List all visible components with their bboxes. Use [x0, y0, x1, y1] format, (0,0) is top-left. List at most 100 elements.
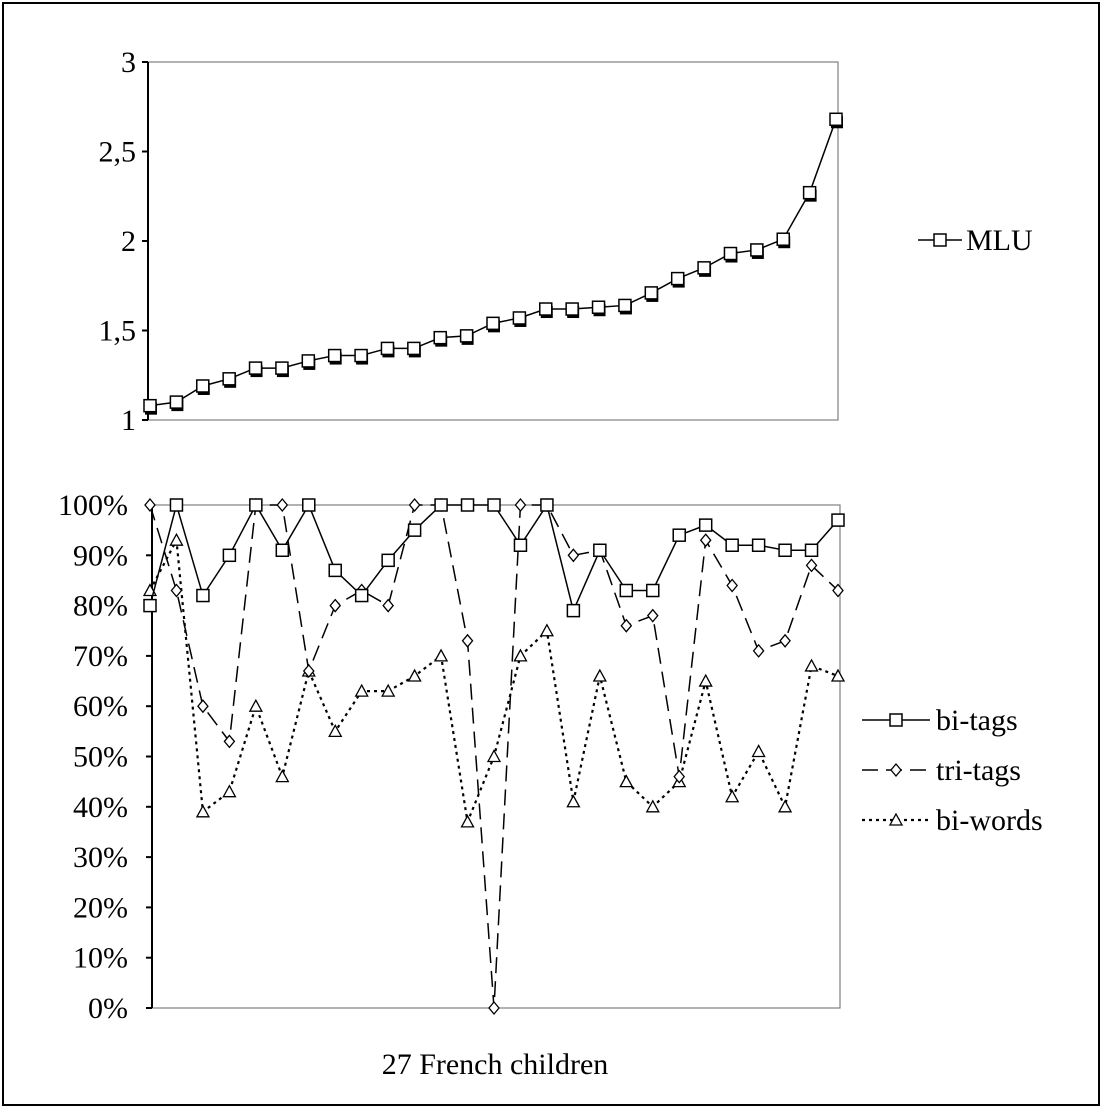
bi-words-data-point	[169, 532, 184, 546]
bi-words-data-point	[354, 683, 369, 697]
tri-tags-data-point	[805, 558, 818, 573]
bi-words-data-point	[725, 789, 740, 803]
tri-tags-data-point	[567, 548, 580, 563]
mlu-data-point	[723, 246, 738, 261]
mlu-data-point	[829, 112, 843, 127]
bi-tags-data-point	[354, 588, 369, 603]
ngram-legend: bi-tags tri-tags bi-words	[862, 704, 1043, 837]
ngram-y-tick-label: 40%	[73, 791, 128, 824]
tri-tags-data-point	[144, 497, 156, 513]
mlu-y-tick-label: 1	[121, 404, 136, 437]
bi-words-data-point	[619, 774, 634, 788]
ngram-y-tick-label: 80%	[73, 590, 128, 623]
mlu-data-point	[196, 379, 210, 393]
bi-words-data-point	[195, 804, 211, 818]
mlu-data-point	[169, 395, 184, 409]
mlu-y-tick-label: 2,5	[99, 136, 137, 169]
mlu-data-point	[327, 348, 342, 363]
mlu-legend-label: MLU	[966, 224, 1033, 257]
bi-tags-data-point	[725, 538, 739, 552]
mlu-data-point	[407, 341, 421, 356]
mlu-series	[143, 112, 843, 415]
bi-tags-data-point	[672, 528, 686, 542]
bi-tags-data-point	[381, 553, 395, 568]
ngram-y-tick-label: 90%	[73, 539, 128, 572]
mlu-chart: 1 1,5 2 2,5 3 MLU	[99, 46, 1034, 437]
mlu-data-point	[750, 243, 764, 257]
mlu-data-point	[697, 261, 711, 275]
bi-words-data-point	[222, 784, 237, 798]
bi-tags-data-point	[751, 538, 766, 552]
mlu-data-point	[354, 348, 368, 363]
ngram-y-tick-label: 60%	[73, 690, 128, 723]
bi-words-data-point	[486, 749, 502, 763]
bi-words-data-point	[751, 744, 766, 758]
bi-words-legend-marker	[888, 812, 904, 826]
ngram-y-tick-label: 70%	[73, 640, 128, 673]
bi-words-data-point	[645, 799, 660, 813]
tri-tags-data-point	[673, 769, 686, 784]
mlu-data-point	[565, 302, 579, 316]
tri-tags-data-point	[832, 583, 844, 598]
tri-tags-data-point	[408, 497, 421, 513]
mlu-legend-marker	[933, 233, 947, 247]
bi-words-data-point	[433, 648, 449, 662]
mlu-data-point	[459, 329, 474, 343]
tri-tags-legend-marker	[890, 762, 902, 778]
bi-tags-data-point	[222, 548, 237, 563]
tri-tags-data-point	[197, 699, 209, 714]
mlu-data-point	[539, 302, 553, 316]
mlu-data-point	[433, 330, 447, 345]
bi-tags-data-point	[698, 518, 713, 532]
bi-tags-data-point	[328, 563, 342, 578]
tri-tags-data-point	[726, 578, 738, 593]
mlu-data-point	[380, 341, 395, 356]
mlu-data-point	[644, 286, 659, 300]
bi-tags-data-point	[275, 543, 290, 558]
bi-tags-data-point	[513, 538, 528, 552]
tri-tags-data-point	[329, 598, 342, 613]
bi-tags-data-point	[434, 498, 448, 512]
bi-words-data-point	[381, 683, 396, 697]
bi-tags-legend-label: bi-tags	[936, 704, 1018, 737]
tri-tags-data-point	[223, 734, 236, 749]
bi-tags-data-point	[778, 543, 792, 558]
bi-words-legend-label: bi-words	[936, 804, 1043, 837]
mlu-data-point	[486, 316, 500, 331]
bi-words-data-point	[698, 673, 713, 687]
mlu-data-point	[618, 298, 632, 313]
ngram-y-tick-label: 0%	[88, 992, 128, 1025]
tri-tags-legend-label: tri-tags	[936, 754, 1021, 787]
mlu-data-point	[591, 300, 606, 314]
bi-words-data-point	[407, 668, 422, 682]
mlu-data-point	[248, 361, 263, 375]
ngram-y-tick-label: 30%	[73, 841, 128, 874]
tri-tags-data-point	[461, 633, 474, 648]
x-axis-label: 27 French children	[382, 1048, 609, 1081]
mlu-data-point	[670, 271, 685, 286]
bi-tags-data-point	[196, 588, 210, 603]
mlu-data-point	[512, 311, 527, 325]
mlu-data-point	[143, 398, 157, 413]
bi-tags-data-point	[407, 523, 422, 537]
bi-words-data-point	[592, 668, 607, 682]
tri-tags-data-point	[382, 598, 394, 613]
mlu-data-point	[222, 372, 236, 386]
tri-tags-data-point	[699, 533, 712, 548]
bi-words-data-point	[328, 723, 343, 737]
bi-tags-data-point	[540, 498, 554, 512]
tri-tags-data-point	[620, 618, 633, 633]
bi-tags-data-point	[619, 583, 634, 598]
bi-words-data-point	[460, 814, 475, 828]
tri-tags-data-point	[488, 1000, 500, 1016]
bi-tags-data-point	[143, 598, 157, 613]
bi-tags-data-point	[302, 498, 316, 512]
mlu-y-tick-label: 1,5	[99, 315, 137, 348]
ngram-y-tick-label: 20%	[73, 891, 128, 924]
tri-tags-data-point	[302, 663, 315, 679]
bi-words-data-point	[566, 794, 581, 808]
ngram-y-tick-label: 10%	[73, 942, 128, 975]
bi-words-data-point	[248, 698, 263, 712]
mlu-y-tick-label: 3	[121, 46, 136, 79]
